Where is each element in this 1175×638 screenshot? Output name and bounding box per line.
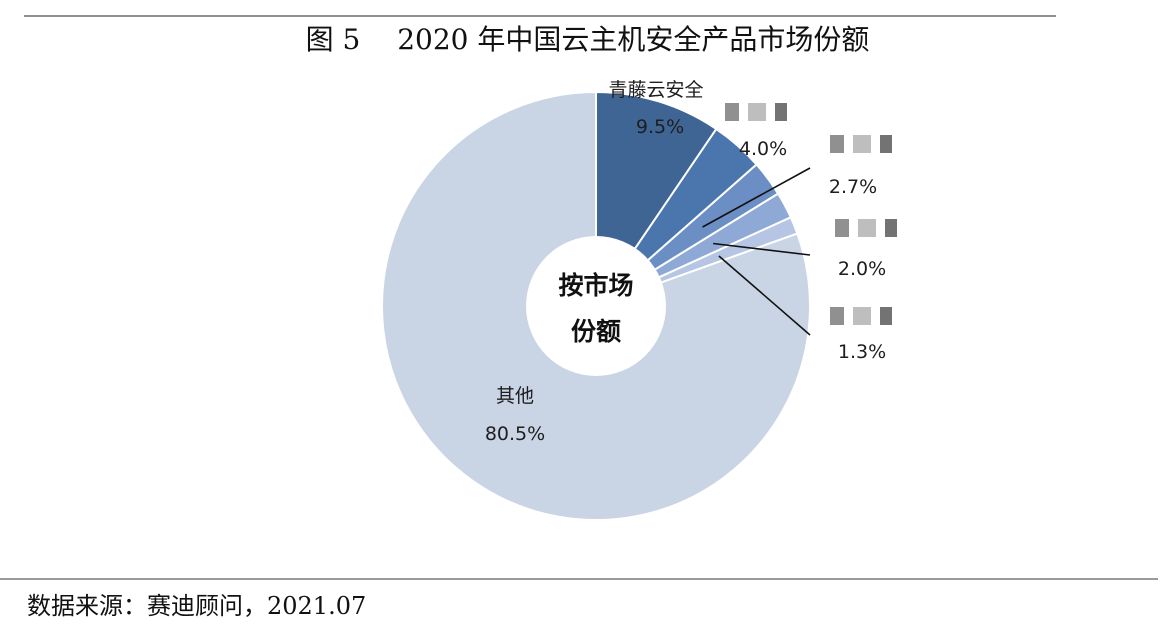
slice-labels: 青藤云安全 9.5% 4.0% 2.7% 2.0% 1.3% 其他 80.5% <box>485 79 897 445</box>
bottom-rule <box>0 578 1158 580</box>
redacted-block <box>830 307 844 325</box>
chart-title: 图 5 2020 年中国云主机安全产品市场份额 <box>305 23 870 56</box>
redacted-name-4 <box>835 219 897 237</box>
slice-value-label-5: 1.3% <box>838 341 886 363</box>
redacted-block <box>853 307 871 325</box>
data-source-note: 数据来源：赛迪顾问，2021.07 <box>27 592 367 620</box>
slice-value-label-6: 80.5% <box>485 423 545 445</box>
leader-line-5 <box>718 255 811 336</box>
leader-line-3 <box>702 167 811 228</box>
donut-hole <box>526 236 666 376</box>
leader-line-4 <box>713 242 811 256</box>
donut-chart: 按市场 份额 青藤云安全 9.5% 4.0% 2.7% 2.0% 1.3% 其他 80.5% <box>381 79 897 521</box>
slice-name-label-1: 青藤云安全 <box>608 79 703 101</box>
slice-value-label-1: 9.5% <box>636 116 684 138</box>
redacted-block <box>858 219 876 237</box>
redacted-block <box>830 135 844 153</box>
redacted-block <box>748 103 766 121</box>
center-label-line1: 按市场 <box>558 271 633 300</box>
pie-slice-6 <box>381 90 811 521</box>
slice-value-label-2: 4.0% <box>739 138 787 160</box>
redacted-block <box>885 219 897 237</box>
slice-value-label-4: 2.0% <box>838 258 886 280</box>
leader-lines <box>702 167 811 336</box>
slice-name-label-6: 其他 <box>496 385 534 407</box>
redacted-name-5 <box>830 307 892 325</box>
redacted-block <box>775 103 787 121</box>
redacted-block <box>835 219 849 237</box>
redacted-block <box>880 135 892 153</box>
redacted-block <box>853 135 871 153</box>
redacted-block <box>880 307 892 325</box>
redacted-block <box>725 103 739 121</box>
center-label-line2: 份额 <box>571 317 621 346</box>
slice-value-label-3: 2.7% <box>829 176 877 198</box>
redacted-name-3 <box>830 135 892 153</box>
redacted-name-2 <box>725 103 787 121</box>
top-rule <box>24 15 1056 17</box>
